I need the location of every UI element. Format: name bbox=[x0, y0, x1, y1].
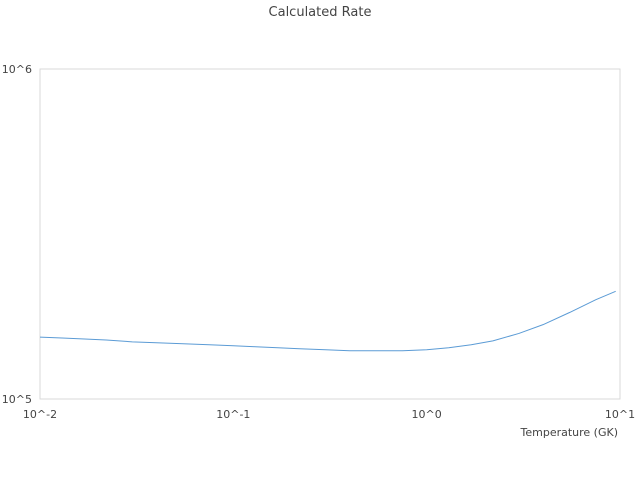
x-tick-label: 10^-1 bbox=[216, 408, 250, 421]
series-group bbox=[39, 290, 616, 352]
y-tick-label: 10^6 bbox=[2, 63, 32, 76]
tick-label-group: 10^-2 10^-1 10^0 10^1 10^5 10^6 bbox=[2, 63, 635, 421]
x-tick-label: 10^0 bbox=[412, 408, 442, 421]
series-line bbox=[39, 290, 616, 352]
plot-area-frame bbox=[39, 68, 621, 400]
y-tick-label: 10^5 bbox=[2, 393, 32, 406]
chart-title: Calculated Rate bbox=[269, 5, 372, 20]
x-tick-label: 10^-2 bbox=[23, 408, 57, 421]
x-axis-label: Temperature (GK) bbox=[520, 426, 619, 439]
x-tick-label: 10^1 bbox=[605, 408, 635, 421]
